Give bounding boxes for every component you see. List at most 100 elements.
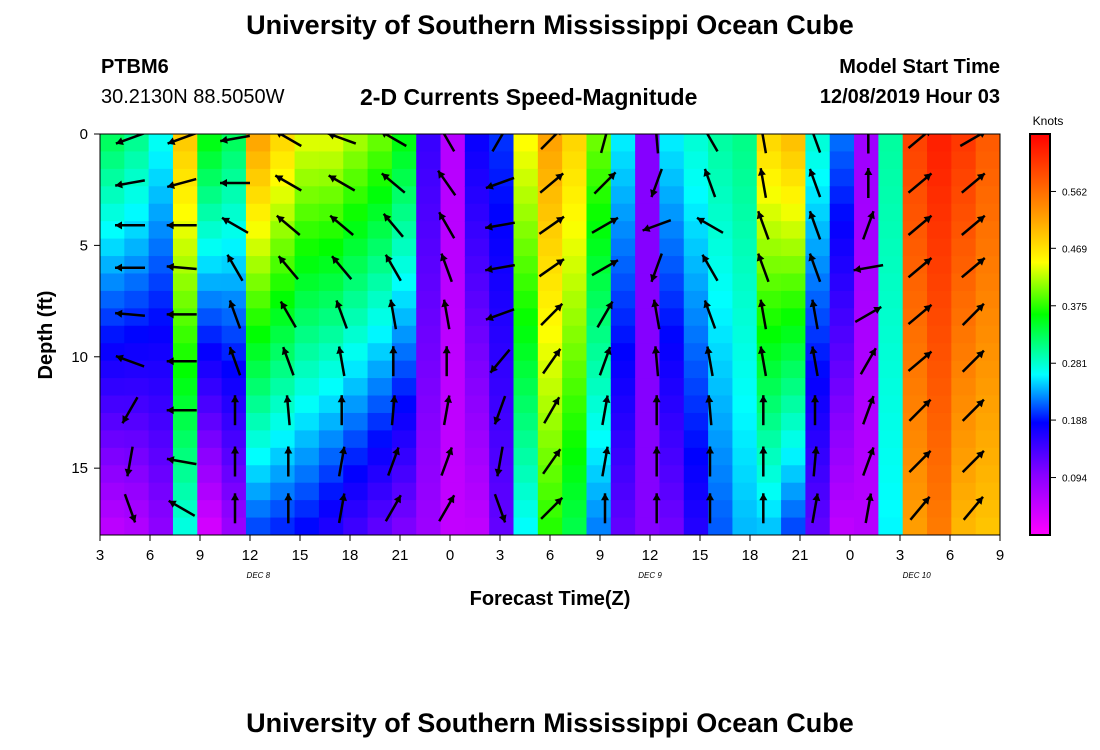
heat-cell: [635, 395, 661, 414]
current-vector: [650, 253, 663, 283]
current-vector: [275, 214, 301, 236]
heat-cell: [440, 500, 466, 519]
heat-cell: [513, 290, 539, 309]
heat-cell: [464, 395, 490, 414]
current-vector: [859, 347, 877, 375]
heat-cell: [805, 378, 831, 397]
current-vector: [389, 346, 398, 377]
heat-cell: [367, 151, 393, 170]
heat-cell: [464, 465, 490, 484]
heat-cell: [610, 308, 636, 327]
current-vector: [909, 495, 931, 521]
current-vector: [442, 346, 451, 377]
x-tick-label: 6: [146, 547, 154, 564]
heat-cell: [732, 325, 758, 344]
heat-cell: [610, 325, 636, 344]
heat-cell: [927, 203, 952, 222]
heat-cell: [464, 430, 490, 449]
heat-cell: [391, 221, 417, 240]
heat-cell: [878, 500, 904, 519]
heat-cell: [245, 430, 271, 449]
current-vector: [538, 215, 565, 235]
heat-cell: [854, 325, 879, 344]
heat-cell: [659, 395, 685, 414]
heat-cell: [902, 238, 928, 257]
heat-cell: [586, 378, 612, 397]
heat-cell: [489, 500, 515, 519]
heat-cell: [148, 151, 174, 170]
heat-cell: [343, 203, 369, 222]
current-vector: [758, 167, 768, 199]
current-vector: [328, 174, 356, 192]
heat-cell: [221, 290, 247, 309]
heat-cell: [683, 500, 709, 519]
heat-cell: [513, 517, 539, 535]
heat-cell: [343, 482, 369, 501]
heat-cell: [367, 412, 393, 431]
heat-cell: [927, 430, 952, 449]
heat-cell: [489, 168, 515, 187]
y-tick-label: 10: [71, 349, 88, 366]
heat-cell: [513, 168, 539, 187]
heat-cell: [586, 343, 612, 362]
heat-cell: [100, 517, 125, 535]
heat-cell: [781, 517, 806, 535]
current-vector: [382, 212, 404, 238]
heat-cell: [172, 151, 198, 170]
heat-cell: [245, 412, 271, 431]
heat-cell: [781, 343, 806, 362]
heat-cell: [975, 168, 1000, 187]
heat-cell: [391, 360, 417, 379]
heat-cell: [732, 186, 758, 205]
heat-cell: [148, 447, 174, 466]
heat-cell: [221, 151, 247, 170]
heat-cell: [854, 360, 879, 379]
heat-cell: [343, 168, 369, 187]
current-vector: [336, 346, 346, 377]
heat-cell: [878, 238, 904, 257]
heat-cell: [294, 500, 320, 519]
heat-cell: [610, 186, 636, 205]
heat-cell: [464, 221, 490, 240]
current-vector: [907, 350, 933, 372]
heat-cell: [927, 186, 952, 205]
current-vector: [907, 303, 933, 326]
heat-cell: [367, 168, 393, 187]
heat-cell: [732, 238, 758, 257]
heat-cell: [391, 256, 417, 275]
heat-cell: [343, 290, 369, 309]
heat-cell: [683, 325, 709, 344]
heat-cell: [756, 430, 782, 449]
heat-cell: [927, 221, 952, 240]
heat-cell: [197, 273, 223, 292]
heat-cell: [318, 308, 344, 327]
current-vector: [121, 396, 139, 424]
current-vector: [908, 398, 932, 422]
heat-cell: [683, 482, 709, 501]
heat-cell: [659, 447, 685, 466]
heat-cell: [805, 447, 831, 466]
heat-cell: [951, 430, 977, 449]
heat-cell: [683, 447, 709, 466]
x-tick-label: 9: [596, 547, 604, 564]
heat-cell: [343, 430, 369, 449]
heat-cell: [562, 221, 588, 240]
heat-cell: [610, 447, 636, 466]
heat-cell: [951, 290, 977, 309]
heat-cell: [927, 325, 952, 344]
heat-cell: [902, 378, 928, 397]
heat-cell: [148, 290, 174, 309]
heat-cell: [975, 465, 1000, 484]
heat-cell: [878, 203, 904, 222]
current-vector: [864, 493, 874, 524]
current-vector: [703, 168, 717, 198]
heat-cell: [270, 238, 296, 257]
heat-cell: [975, 360, 1000, 379]
heat-cell: [100, 238, 125, 257]
heat-cell: [367, 360, 393, 379]
heat-cell: [197, 378, 223, 397]
heat-cell: [148, 465, 174, 484]
heat-cell: [781, 256, 806, 275]
heat-cell: [951, 395, 977, 414]
heat-cell: [635, 360, 661, 379]
